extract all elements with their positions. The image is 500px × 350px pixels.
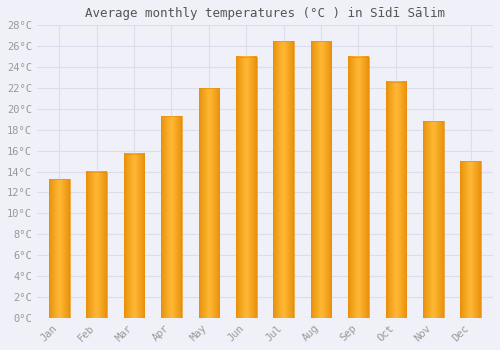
Title: Average monthly temperatures (°C ) in Sīdī Sālim: Average monthly temperatures (°C ) in Sī… xyxy=(85,7,445,20)
